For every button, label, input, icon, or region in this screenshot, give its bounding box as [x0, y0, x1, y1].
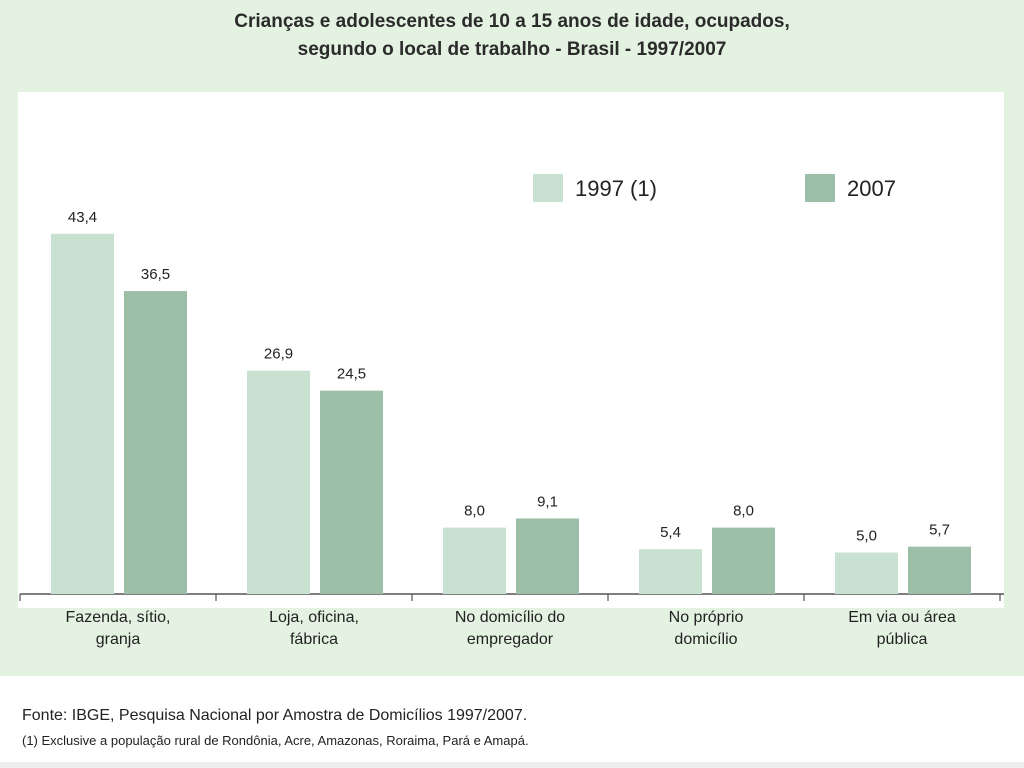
- legend-label: 1997 (1): [575, 176, 657, 201]
- bar-series-2: [124, 291, 187, 594]
- bar-series-1: [51, 233, 114, 594]
- bar-value-label: 8,0: [733, 503, 754, 520]
- chart-title-line-1: Crianças e adolescentes de 10 a 15 anos …: [234, 11, 790, 32]
- x-tick-label: granja: [96, 631, 141, 648]
- bar-value-label: 5,4: [660, 524, 681, 541]
- bar-chart: 43,4 36,5 Fazenda, sítio, granja 26,9 24,5 Loj…: [19, 174, 1004, 648]
- x-tick-label: empregador: [467, 631, 554, 648]
- x-tick-label: No próprio: [669, 609, 744, 626]
- bar-value-label: 9,1: [537, 493, 558, 510]
- legend-swatch: [805, 174, 835, 202]
- x-tick-label: Em via ou área: [848, 609, 956, 626]
- bar-value-label: 26,9: [264, 346, 293, 363]
- x-tick-label: No domicílio do: [455, 609, 565, 626]
- bar-value-label: 8,0: [464, 503, 485, 520]
- x-tick-label: Loja, oficina,: [269, 609, 359, 626]
- x-tick-label: fábrica: [290, 631, 338, 648]
- bar-value-label: 36,5: [141, 266, 170, 283]
- bar-series-2: [320, 390, 383, 594]
- chart-title: Crianças e adolescentes de 10 a 15 anos …: [0, 8, 1024, 64]
- bar-value-label: 5,7: [929, 522, 950, 539]
- bar-series-2: [516, 518, 579, 594]
- bar-value-label: 24,5: [337, 366, 366, 383]
- bar-series-2: [908, 546, 971, 594]
- bar-series-1: [247, 370, 310, 594]
- footnote: (1) Exclusive a população rural de Rondô…: [22, 733, 529, 748]
- chart-title-line-2: segundo o local de trabalho - Brasil - 1…: [297, 39, 727, 60]
- x-tick-label: pública: [877, 631, 928, 648]
- bar-series-1: [639, 549, 702, 594]
- bar-series-2: [712, 527, 775, 594]
- bar-series-1: [835, 552, 898, 594]
- legend-label: 2007: [847, 176, 896, 201]
- legend-swatch: [533, 174, 563, 202]
- bottom-divider: [0, 762, 1024, 768]
- bar-series-1: [443, 527, 506, 594]
- bar-value-label: 43,4: [68, 209, 97, 226]
- x-tick-label: Fazenda, sítio,: [66, 609, 171, 626]
- x-tick-label: domicílio: [674, 631, 737, 648]
- bar-value-label: 5,0: [856, 528, 877, 545]
- source-note: Fonte: IBGE, Pesquisa Nacional por Amost…: [22, 707, 528, 724]
